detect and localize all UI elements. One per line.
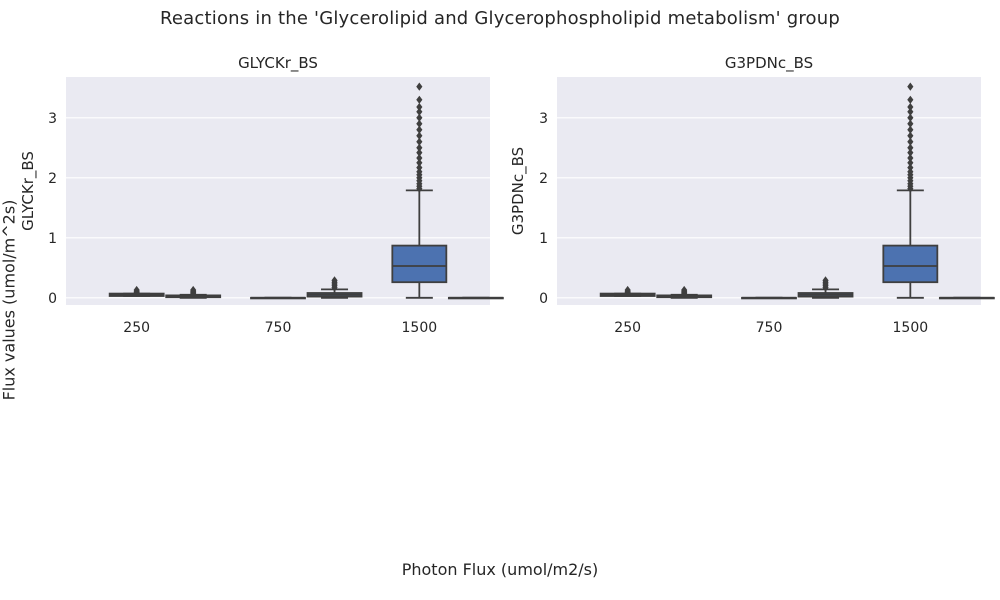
x-tick-label: 750 [756,320,783,336]
outlier-point [907,148,914,157]
outlier-point [416,153,423,163]
figure-title: Reactions in the 'Glycerolipid and Glyce… [159,8,840,29]
outlier-point [822,276,829,285]
panel-y-axis-label: G3PDNc_BS [509,147,528,235]
outlier-point [416,125,423,134]
y-tick-label: 0 [48,291,57,307]
outlier-point [907,131,914,140]
outlier-point [416,158,423,167]
box-group [250,296,306,300]
outlier-point [907,125,914,134]
x-tick-label: 250 [614,320,641,336]
y-tick-label: 1 [539,231,548,247]
box-group [447,296,504,300]
outlier-point [624,285,631,295]
outlier-point [331,276,338,285]
box-group [882,82,939,299]
outlier-point [133,285,140,295]
outlier-point [907,119,914,128]
x-tick-label: 1500 [893,320,929,336]
outlier-point [416,143,423,152]
outlier-point [416,102,423,112]
outlier-point [416,167,423,176]
chart-panel-2: 0 1 2 3 250 750 1500 G3PDNc_BS G3PDNc_BS [509,54,995,336]
box-group [391,82,448,299]
chart-panel-1: 0 1 2 3 250 750 1500 GLYCKr_BS GLYCKr_BS [19,54,504,336]
box-group [599,285,656,297]
outlier-point [907,158,914,167]
figure-x-axis-label: Photon Flux (umol/m2/s) [401,560,599,579]
outlier-point [907,107,914,116]
outlier-point [416,95,423,104]
panel-title: G3PDNc_BS [725,54,813,73]
box-group [938,296,995,300]
outlier-point [416,119,423,128]
outlier-point [416,137,423,146]
outlier-point [416,107,423,116]
box-group [741,296,797,300]
panel-title: GLYCKr_BS [238,54,318,73]
outlier-point [190,285,197,295]
y-tick-label: 3 [539,111,548,127]
outlier-point [416,131,423,140]
outlier-point [907,137,914,146]
box-group [165,285,222,299]
outlier-point [907,82,914,91]
outlier-point [907,163,914,172]
outlier-point [907,167,914,176]
outlier-point [907,102,914,112]
x-tick-label: 250 [123,320,150,336]
box-iqr [882,244,939,284]
x-tick-label: 1500 [402,320,438,336]
y-tick-label: 0 [539,291,548,307]
y-tick-label: 2 [48,171,57,187]
panel-y-axis-label: GLYCKr_BS [19,151,38,231]
box-group [656,285,713,299]
outlier-point [416,113,423,122]
outlier-point [416,82,423,91]
box-group [797,276,854,299]
box-iqr [391,244,448,284]
y-tick-label: 3 [48,111,57,127]
outlier-point [416,148,423,157]
outlier-point [416,163,423,172]
y-tick-label: 1 [48,231,57,247]
outlier-point [907,143,914,152]
outlier-point [681,285,688,295]
box-group [306,276,363,299]
outlier-point [907,113,914,122]
y-tick-label: 2 [539,171,548,187]
outlier-point [907,95,914,104]
x-tick-label: 750 [265,320,292,336]
box-group [108,285,165,297]
outlier-point [907,153,914,163]
